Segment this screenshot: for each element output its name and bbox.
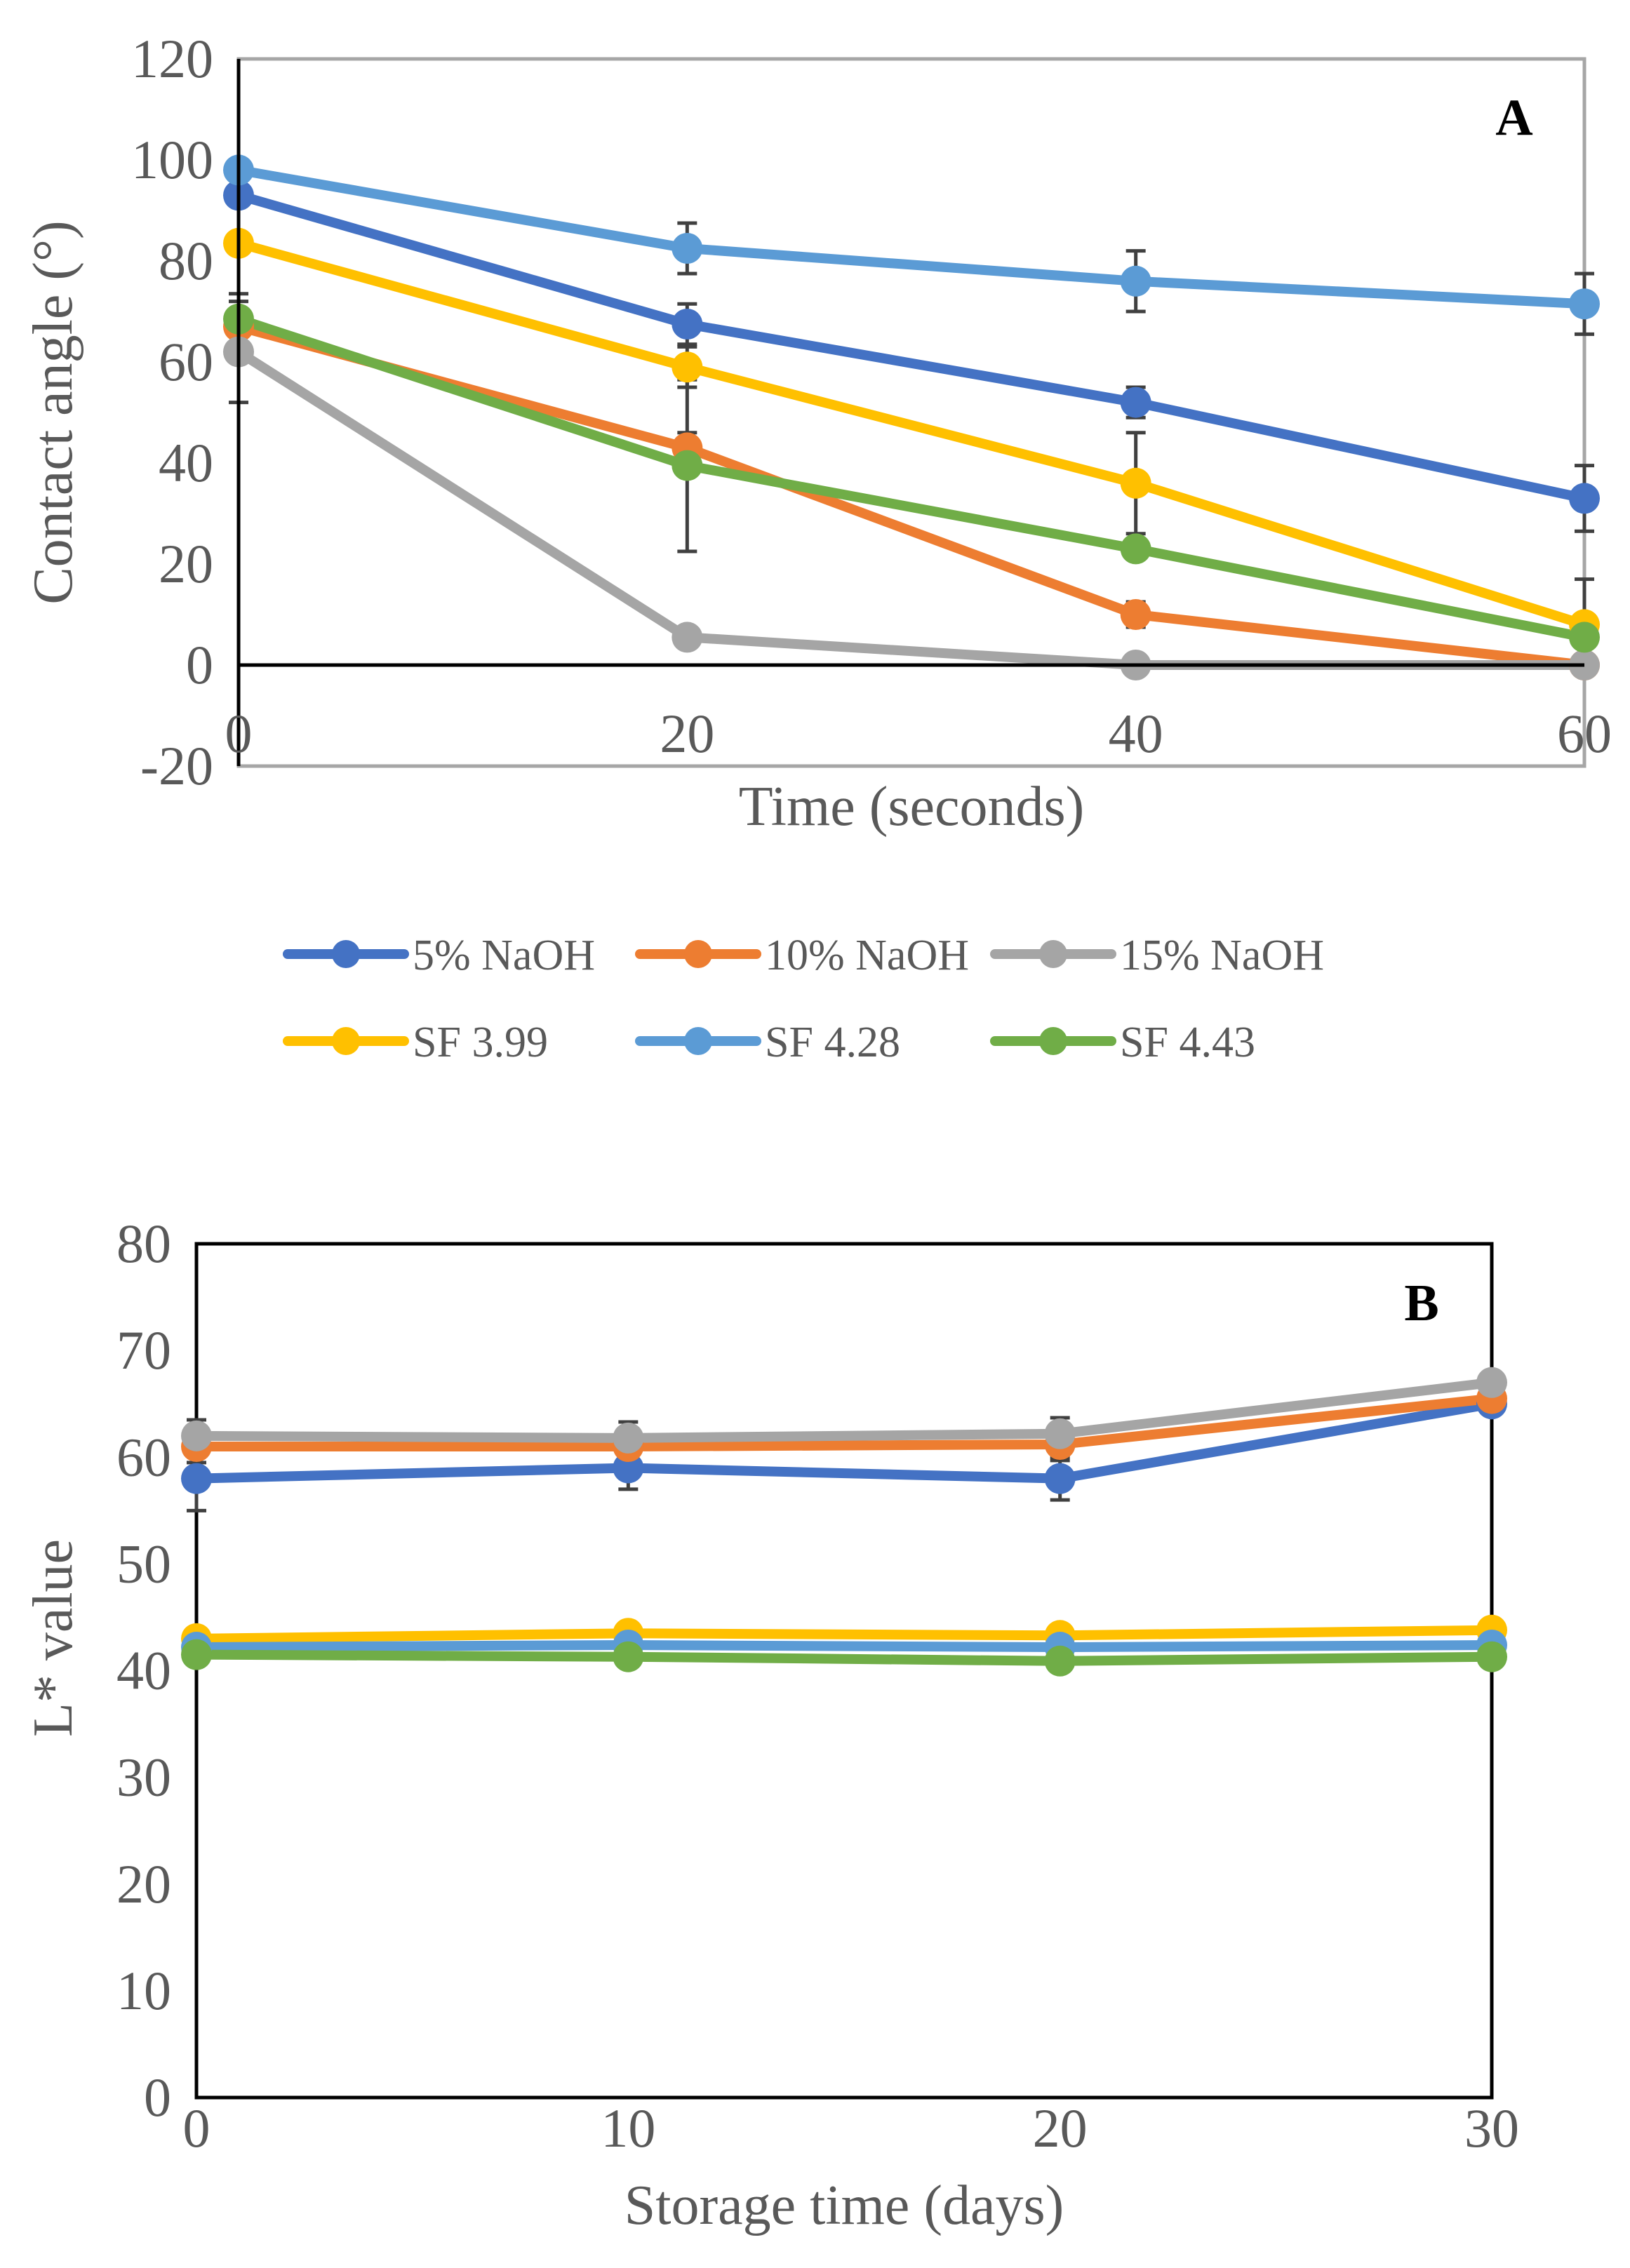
legend-label-sf-4-43: SF 4.43 xyxy=(1120,1019,1255,1066)
data-point-5pct-naoh xyxy=(181,1463,212,1494)
data-point-sf-4-43 xyxy=(672,450,703,481)
chart-panel-b: 0 10 20 30 40 50 60 70 80 0 10 20 30 B Storage time… xyxy=(22,1213,1519,2236)
x-tick-label: 40 xyxy=(1109,703,1163,764)
series-line-15pct-naoh xyxy=(192,1377,1497,1443)
y-tick-labels: 0 10 20 30 40 50 60 70 80 xyxy=(116,1213,171,2128)
legend-marker-5pct-naoh xyxy=(332,940,360,968)
x-tick-labels: 0 20 40 60 xyxy=(225,703,1612,764)
y-tick-label: 40 xyxy=(116,1640,171,1701)
legend-marker-sf-4-28 xyxy=(684,1027,712,1055)
data-point-15pct-naoh xyxy=(1044,1418,1076,1449)
panel-label: B xyxy=(1404,1275,1438,1332)
series-line-5pct-naoh xyxy=(192,1399,1497,1484)
legend-marker-10pct-naoh xyxy=(684,940,712,968)
data-point-10pct-naoh xyxy=(1120,599,1151,630)
data-point-sf-4-43 xyxy=(1120,533,1151,565)
series-points xyxy=(181,1367,1507,1677)
y-tick-label: 80 xyxy=(159,230,213,291)
data-point-5pct-naoh xyxy=(672,309,703,340)
legend-label-sf-4-28: SF 4.28 xyxy=(765,1019,900,1066)
y-tick-label: 0 xyxy=(186,634,213,695)
y-tick-label: 50 xyxy=(116,1533,171,1594)
data-point-sf-3-99 xyxy=(672,351,703,383)
y-axis-title: L* value xyxy=(22,1539,84,1737)
plot-area-frame xyxy=(194,1242,1494,2100)
series-points xyxy=(223,154,1600,680)
legend: 5% NaOH 10% NaOH 15% NaOH SF 3.99 SF 4.28 SF … xyxy=(283,932,1324,1066)
y-tick-label: 120 xyxy=(131,28,213,89)
plot-area-frame xyxy=(236,57,1586,768)
data-point-sf-4-28 xyxy=(1569,288,1600,320)
legend-marker-15pct-naoh xyxy=(1039,940,1067,968)
data-point-sf-4-43 xyxy=(1476,1641,1507,1672)
series-line-sf-4-28 xyxy=(192,1639,1497,1653)
data-point-15pct-naoh xyxy=(181,1420,212,1451)
data-point-sf-3-99 xyxy=(1120,467,1151,499)
legend-marker-sf-4-43 xyxy=(1039,1027,1067,1055)
legend-label-5pct-naoh: 5% NaOH xyxy=(413,932,595,979)
y-tick-label: 100 xyxy=(131,129,213,190)
data-point-sf-4-43 xyxy=(613,1641,644,1672)
legend-label-10pct-naoh: 10% NaOH xyxy=(765,932,969,979)
series-lines xyxy=(234,165,1589,670)
panel-label: A xyxy=(1495,89,1532,147)
series-lines xyxy=(192,1377,1497,1666)
y-tick-label: 20 xyxy=(116,1853,171,1914)
data-point-15pct-naoh xyxy=(1476,1367,1507,1398)
data-point-15pct-naoh xyxy=(672,622,703,653)
data-point-sf-4-28 xyxy=(1120,265,1151,297)
y-tick-label: 20 xyxy=(159,533,213,594)
series-line-sf-4-28 xyxy=(234,165,1589,309)
y-tick-label: 30 xyxy=(116,1747,171,1808)
series-line-10pct-naoh xyxy=(192,1393,1497,1452)
x-tick-label: 0 xyxy=(225,703,253,764)
x-tick-label: 20 xyxy=(660,703,714,764)
legend-label-sf-3-99: SF 3.99 xyxy=(413,1019,548,1066)
y-tick-label: 60 xyxy=(116,1426,171,1487)
x-tick-label: 60 xyxy=(1557,703,1612,764)
data-point-5pct-naoh xyxy=(1044,1463,1076,1494)
x-tick-labels: 0 10 20 30 xyxy=(183,2098,1520,2159)
y-tick-label: 80 xyxy=(116,1213,171,1274)
series-line-sf-3-99 xyxy=(234,238,1589,630)
series-line-sf-3-99 xyxy=(192,1625,1497,1644)
x-tick-label: 30 xyxy=(1464,2098,1519,2159)
series-line-10pct-naoh xyxy=(234,321,1589,670)
x-axis-title: Time (seconds) xyxy=(739,776,1085,838)
legend-marker-sf-3-99 xyxy=(332,1027,360,1055)
legend-label-15pct-naoh: 15% NaOH xyxy=(1120,932,1324,979)
data-point-5pct-naoh xyxy=(1120,387,1151,418)
y-tick-label: 70 xyxy=(116,1320,171,1381)
y-tick-labels: -20 0 20 40 60 80 100 120 xyxy=(131,28,213,796)
series-line-sf-4-43 xyxy=(192,1649,1497,1666)
data-point-5pct-naoh xyxy=(613,1452,644,1484)
data-point-sf-4-43 xyxy=(1044,1645,1076,1677)
series-line-sf-4-43 xyxy=(234,314,1589,643)
x-axis-title: Storage time (days) xyxy=(624,2175,1064,2236)
data-point-sf-4-43 xyxy=(181,1639,212,1670)
y-tick-label: 60 xyxy=(159,331,213,392)
y-tick-label: -20 xyxy=(140,735,213,796)
y-axis-title: Contact angle (°) xyxy=(22,220,84,604)
x-tick-label: 10 xyxy=(601,2098,655,2159)
data-point-sf-4-28 xyxy=(672,233,703,264)
data-point-15pct-naoh xyxy=(613,1422,644,1454)
x-tick-label: 0 xyxy=(183,2098,211,2159)
series-line-5pct-naoh xyxy=(234,190,1589,504)
y-tick-label: 0 xyxy=(144,2067,171,2128)
x-tick-label: 20 xyxy=(1033,2098,1088,2159)
data-point-sf-4-43 xyxy=(1569,622,1600,653)
y-tick-label: 40 xyxy=(159,432,213,493)
data-point-5pct-naoh xyxy=(1569,483,1600,514)
y-tick-label: 10 xyxy=(116,1960,171,2021)
